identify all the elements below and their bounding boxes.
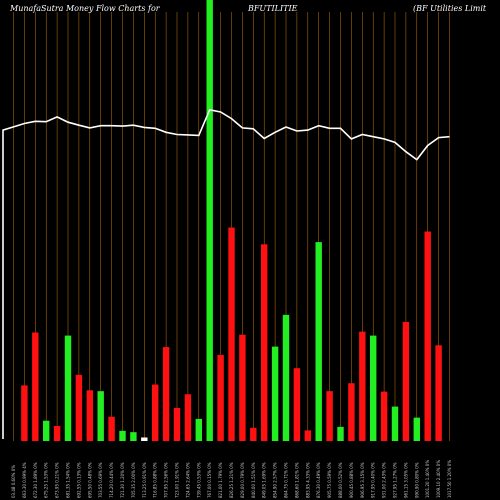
volume-bar <box>130 432 137 441</box>
x-tick-label: 1009.10 2.40% 0% <box>436 460 441 498</box>
x-tick-label: 1001.20 1.40% 0% <box>425 460 430 498</box>
price-line <box>2 108 450 439</box>
x-tick-label: 767.00 0.15% 0% <box>207 462 212 498</box>
x-tick-label: 713.25 0.91% 0% <box>142 462 147 498</box>
volume-bar <box>271 346 279 441</box>
volume-bar <box>228 227 235 441</box>
x-tick-label: 716.85 0.88% 0% <box>153 462 158 498</box>
volume-bar <box>435 345 442 441</box>
x-tick-label: 876.30 0.49% 0% <box>316 462 321 498</box>
volume-bar <box>359 331 366 441</box>
volume-bar <box>326 391 333 441</box>
x-tick-label: 854.90 2.57% 0% <box>273 462 278 498</box>
x-tick-label: 663.30 0.99% 4% <box>22 462 27 498</box>
x-tick-label: 723.00 1.91% 0% <box>175 462 180 498</box>
x-tick-label: 868.60 1.81% 0% <box>294 462 299 498</box>
x-tick-label: 917.95 0.40% 0% <box>371 462 376 498</box>
volume-bar <box>141 437 148 441</box>
x-tick-label: 681.35 1.54% 0% <box>66 462 71 498</box>
x-tick-label: 821.00 1.79% 0% <box>218 462 223 498</box>
volume-bar <box>64 335 72 441</box>
volume-bar <box>315 242 322 441</box>
x-tick-label: 849.05 1.69% 0% <box>262 462 267 498</box>
volume-bar <box>282 314 290 441</box>
x-tick-label: 840.00 1.51% 0% <box>251 462 256 498</box>
x-tick-label: 883.95 4.33% 0% <box>305 462 310 498</box>
volume-bar <box>162 347 170 441</box>
volume-bar <box>152 384 159 441</box>
volume-bar <box>402 321 410 441</box>
x-tick-label: 1017.50 1.20% 0% <box>447 460 452 498</box>
x-tick-label: 675.25 1.53% 0% <box>44 462 49 498</box>
volume-bar <box>32 332 39 441</box>
x-tick-label: 703.55 0.69% 0% <box>98 462 103 498</box>
x-tick-label: 990.90 0.80% 0% <box>414 462 419 498</box>
x-tick-label: 864.75 0.71% 0% <box>284 462 289 498</box>
x-tick-label: 931.00 2.43% 0% <box>382 462 387 498</box>
volume-bar <box>97 391 104 441</box>
x-tick-label: 888.00 0.52% 0% <box>338 462 343 498</box>
volume-bar <box>337 426 344 441</box>
x-tick-label: 826.25 1.21% 0% <box>229 462 234 498</box>
volume-bars <box>21 0 442 441</box>
x-tick-label: 673.95 0.21% 0% <box>55 462 60 498</box>
x-tick-label: 739.45 0.53% 0% <box>196 462 201 498</box>
x-tick-label: 724.65 2.64% 0% <box>185 462 190 498</box>
volume-bar <box>217 355 224 441</box>
volume-bar <box>239 334 246 441</box>
volume-bar <box>75 374 83 441</box>
x-tick-label: 03.48 0.60% 0% <box>11 465 16 498</box>
x-tick-label: 707.95 2.56% 0% <box>164 462 169 498</box>
x-tick-label: 672.30 1.89% 0% <box>33 462 38 498</box>
volume-bar <box>424 231 431 441</box>
volume-bar <box>184 394 192 441</box>
x-tick-label: 721.30 1.20% 0% <box>120 462 125 498</box>
volume-bar <box>413 417 420 441</box>
x-tick-label: 905.75 0.59% 0% <box>327 462 332 498</box>
price-line-path <box>2 108 450 439</box>
x-tick-label: 695.50 0.48% 0% <box>87 462 92 498</box>
ticker-title: BFUTILITIE <box>248 4 298 13</box>
x-tick-label: 705.35 2.00% 0% <box>131 462 136 498</box>
volume-bar <box>304 430 311 441</box>
volume-bar <box>261 244 268 441</box>
volume-bar <box>173 407 181 441</box>
volume-bar <box>119 430 126 441</box>
volume-bar <box>348 383 355 441</box>
volume-bar <box>195 418 202 441</box>
volume-bar <box>250 427 257 441</box>
volume-bar <box>380 391 388 441</box>
x-tick-label: 906.95 3.15% 0% <box>360 462 365 498</box>
x-tick-label: 714.20 0.44% 0% <box>109 462 114 498</box>
volume-bar <box>43 420 50 441</box>
volume-bar <box>293 368 301 441</box>
x-tick-label: 829.00 0.79% 0% <box>240 462 245 498</box>
volume-bar <box>391 406 399 441</box>
volume-bar <box>53 426 61 441</box>
volume-bar <box>86 390 93 441</box>
x-tick-label: 900.45 0.88% 0% <box>349 462 354 498</box>
volume-bar <box>108 416 115 441</box>
x-tick-label: 927.95 1.27% 0% <box>393 462 398 498</box>
volume-bar <box>370 335 377 441</box>
company-title: (BF Utilities Limit <box>413 4 487 13</box>
volume-bar <box>206 0 213 441</box>
x-tick-labels: 03.48 0.60% 0% 663.30 0.99% 4% 672.30 1.89… <box>11 460 452 498</box>
site-title: MunafaSutra Money Flow Charts for <box>10 4 160 13</box>
volume-bar <box>21 385 28 441</box>
x-tick-label: 961.15 3.05% 0% <box>403 462 408 498</box>
x-tick-label: 692.55 0.13% 0% <box>76 462 81 498</box>
